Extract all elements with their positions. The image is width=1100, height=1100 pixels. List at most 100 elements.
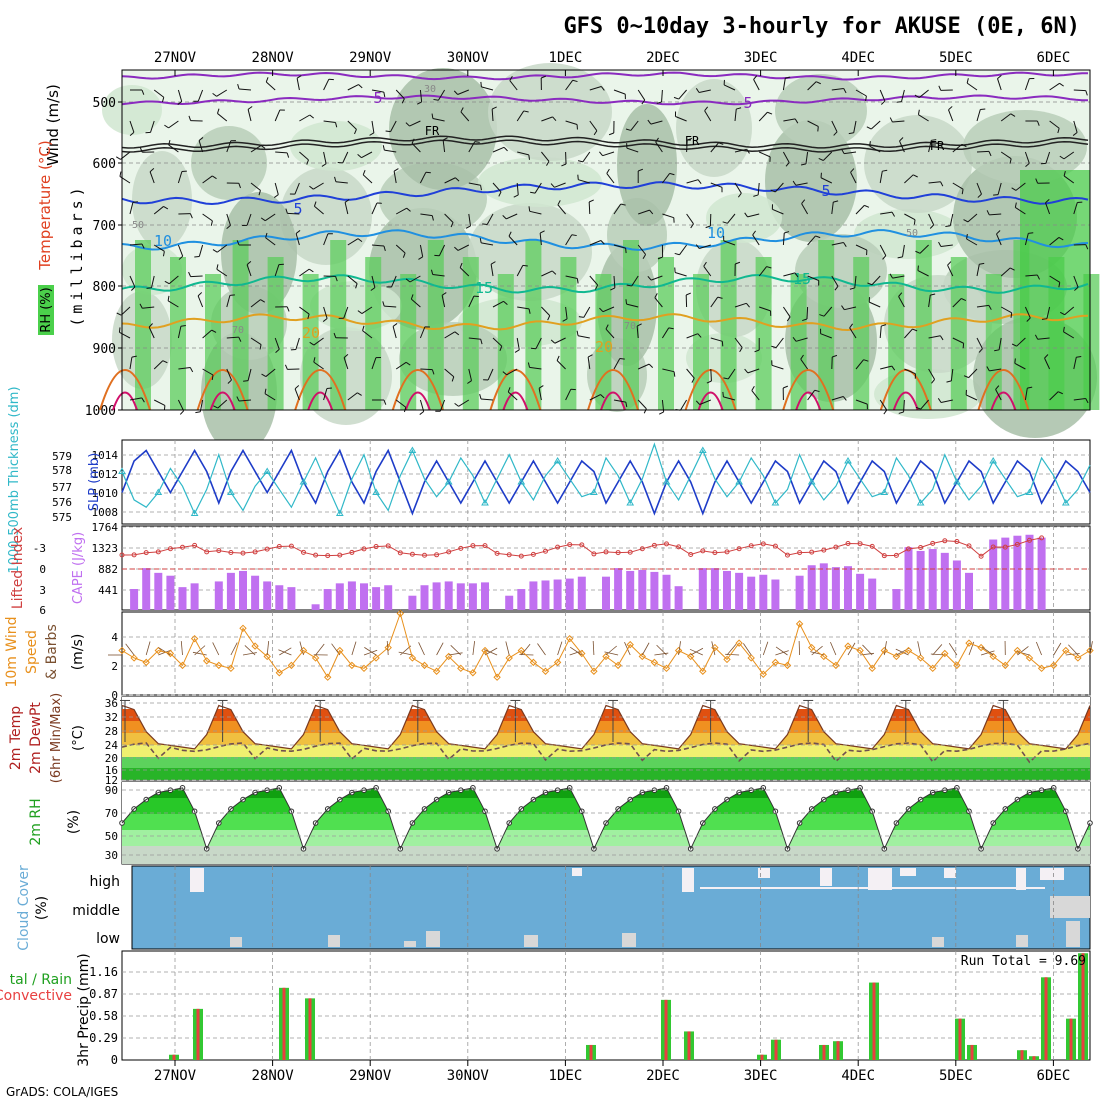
thick-tick-label: 578 <box>52 464 72 477</box>
wind-barb-flag <box>647 119 652 125</box>
wind-barb-flag <box>119 171 122 177</box>
wind-barb <box>294 388 300 401</box>
thickness-series-line <box>121 442 1091 516</box>
wind-barb-flag <box>786 316 791 322</box>
wind-barb <box>1000 151 1012 160</box>
wind-barb-flag <box>697 179 702 184</box>
wind-barb <box>168 120 179 129</box>
wind-barb-flag <box>433 98 439 101</box>
wind-barb-flag <box>917 265 919 271</box>
wind-barb <box>879 244 887 256</box>
wind-barb <box>758 266 767 277</box>
wind-barb <box>129 120 135 133</box>
wind-barb-flag <box>841 305 845 310</box>
temp-band <box>122 745 1090 757</box>
wind-barb <box>849 327 857 339</box>
wind-barb-flag <box>213 405 219 409</box>
wind-barb <box>444 177 456 184</box>
wind-barb <box>323 233 329 246</box>
cape-bar <box>384 585 393 610</box>
wind-barb-flag <box>961 143 967 148</box>
wind-barb <box>661 89 663 103</box>
slp-tick-label: 1012 <box>92 468 119 481</box>
cloud-low-bar <box>426 931 440 947</box>
wind10-barb <box>725 653 740 656</box>
thickness-marker <box>553 457 562 464</box>
wind-barb <box>807 81 817 91</box>
cape-bar <box>239 570 247 610</box>
wind-barb <box>411 143 421 153</box>
wind-barb <box>395 399 407 408</box>
wind-barb <box>753 79 760 91</box>
precip-convective-bar <box>970 1044 974 1060</box>
wind-barb-flag <box>695 400 701 405</box>
wind-barb <box>831 275 839 287</box>
rh-shade <box>102 85 162 135</box>
wind10-barb <box>1017 646 1029 656</box>
wind-barb <box>1063 175 1075 184</box>
precip-label-conv: Convective <box>0 988 72 1004</box>
wind-barb <box>918 89 929 98</box>
wind-barb <box>393 171 397 184</box>
contour-label: 70 <box>232 325 244 336</box>
contour-fr <box>121 139 1089 153</box>
wind-barb-flag <box>1036 120 1040 126</box>
wind-barb-flag <box>355 283 358 289</box>
wind-barb <box>384 149 397 153</box>
wind-barb <box>565 120 578 125</box>
wind-barb-flag <box>313 357 316 363</box>
wind-barb-flag <box>141 89 145 95</box>
wind-barb <box>782 151 790 163</box>
wind-barb <box>275 151 288 154</box>
wind-barb-flag <box>800 163 807 166</box>
wind-barb-flag <box>600 394 605 399</box>
wind-barb <box>637 89 646 101</box>
wind10-barb <box>775 650 789 656</box>
wind-barb-flag <box>418 256 423 260</box>
wind-barb <box>323 388 328 401</box>
rh-convection <box>560 257 577 410</box>
contour-label: 50 <box>906 228 918 239</box>
wind-barb-flag <box>460 107 464 113</box>
wind-barb <box>880 211 893 215</box>
li-marker <box>543 548 548 554</box>
thickness-marker <box>916 499 925 506</box>
wind-barb-flag <box>382 301 385 307</box>
wind-barb-flag <box>1036 274 1041 280</box>
wind-barb <box>216 268 228 277</box>
cape-bar <box>614 568 623 610</box>
upper-panel-frame <box>121 69 1091 411</box>
temp-curve <box>121 704 1091 750</box>
thickness-marker <box>844 457 852 464</box>
rh-convection <box>427 240 444 410</box>
wind-barb-flag <box>275 348 280 353</box>
wind-barb <box>347 238 359 246</box>
wind-barb-flag <box>369 132 375 136</box>
wind-barb-flag <box>1085 90 1088 96</box>
contour-label: 5 <box>293 200 302 218</box>
cape-bar <box>904 547 913 610</box>
li-marker <box>639 546 645 552</box>
wind-barb-flag <box>695 88 700 93</box>
wind-barb <box>516 110 525 122</box>
wind10-barb <box>948 643 958 656</box>
wind-barb-flag <box>587 354 593 358</box>
contour-label: 10 <box>707 224 725 242</box>
top-date-label: 5DEC <box>939 50 973 66</box>
thickness-marker <box>227 488 235 495</box>
cape-bar <box>1001 537 1010 610</box>
wind-barb-flag <box>735 261 741 265</box>
wind-barb <box>965 394 978 401</box>
wind10-marker <box>517 646 526 655</box>
wind-barb <box>419 326 426 339</box>
wind10-marker <box>190 634 199 643</box>
wind-barb <box>565 306 568 319</box>
wind-barb-flag <box>237 84 240 90</box>
cape-bar <box>541 580 550 610</box>
wind-barb <box>588 201 591 215</box>
wind-barb <box>605 328 615 339</box>
wind-barb-flag <box>385 130 391 133</box>
wind-barb <box>952 182 964 190</box>
wind-barb-flag <box>891 365 896 371</box>
top-date-label: 29NOV <box>349 50 392 66</box>
